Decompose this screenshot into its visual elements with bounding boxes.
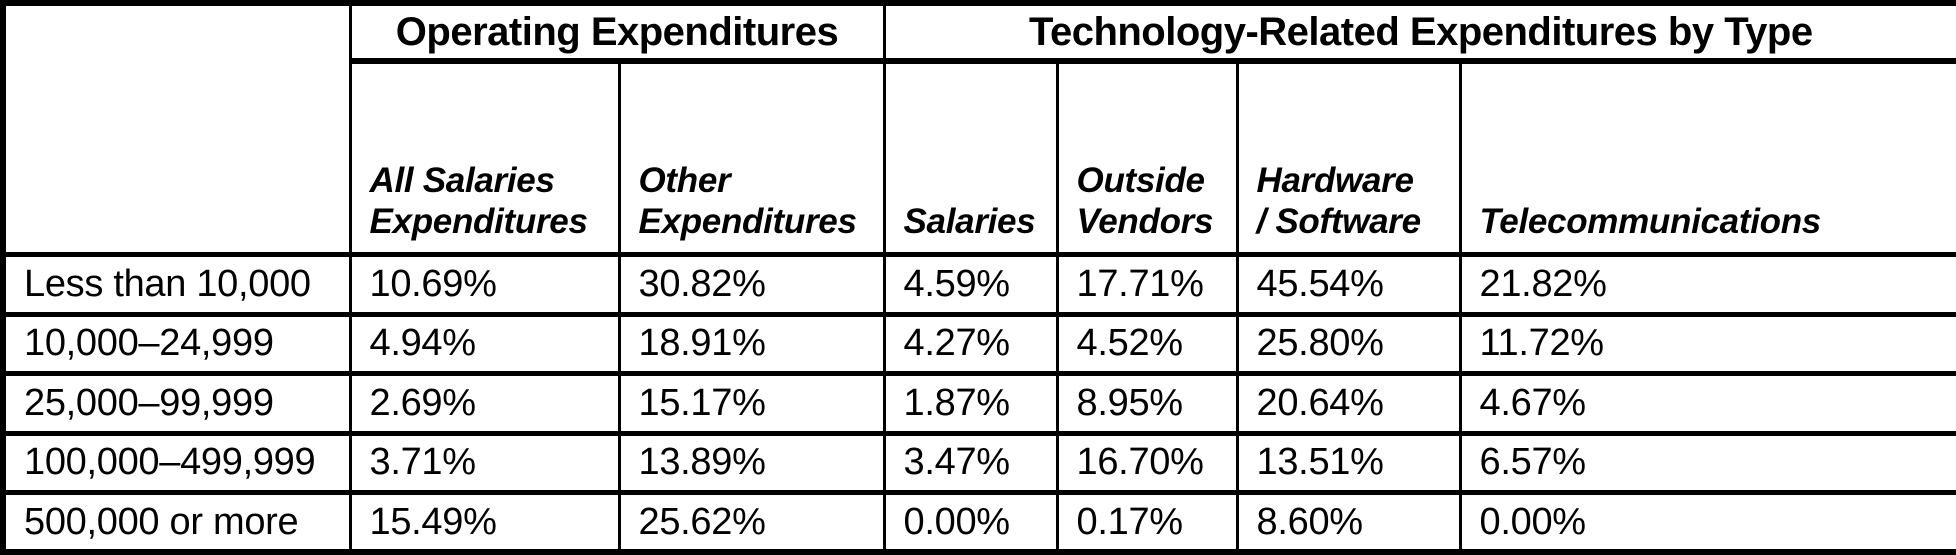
data-cell: 30.82%	[617, 252, 886, 317]
data-cell: 0.17%	[1055, 489, 1239, 555]
data-cell: 16.70%	[1055, 430, 1239, 496]
data-cell: 8.95%	[1055, 371, 1239, 436]
corner-cell	[1, 0, 352, 258]
data-cell: 6.57%	[1458, 430, 1956, 496]
data-cell: 20.64%	[1235, 371, 1462, 436]
column-header-telecommunications: Telecommunications	[1458, 58, 1956, 258]
data-cell: 11.72%	[1458, 311, 1956, 377]
table-row: 25,000–99,999 2.69% 15.17% 1.87% 8.95% 2…	[1, 371, 1956, 436]
data-cell: 4.94%	[348, 311, 621, 377]
data-cell: 10.69%	[348, 252, 621, 317]
column-header-all-salaries-expenditures: All Salaries Expenditures	[348, 58, 621, 258]
row-label: 100,000–499,999	[1, 430, 352, 496]
data-cell: 3.71%	[348, 430, 621, 496]
data-cell: 13.89%	[617, 430, 886, 496]
data-cell: 3.47%	[882, 430, 1059, 496]
group-header-operating-expenditures: Operating Expenditures	[348, 0, 886, 65]
data-cell: 4.27%	[882, 311, 1059, 377]
data-cell: 15.49%	[348, 489, 621, 555]
table-row: 10,000–24,999 4.94% 18.91% 4.27% 4.52% 2…	[1, 311, 1956, 377]
data-cell: 1.87%	[882, 371, 1059, 436]
data-cell: 45.54%	[1235, 252, 1462, 317]
row-label: 500,000 or more	[1, 489, 352, 555]
data-cell: 18.91%	[617, 311, 886, 377]
data-cell: 4.67%	[1458, 371, 1956, 436]
column-header-salaries: Salaries	[882, 58, 1059, 258]
data-cell: 21.82%	[1458, 252, 1956, 317]
data-cell: 0.00%	[882, 489, 1059, 555]
column-header-row: All Salaries Expenditures Other Expendit…	[3, 58, 1956, 258]
column-header-other-expenditures: Other Expenditures	[617, 58, 886, 258]
row-label: Less than 10,000	[1, 252, 352, 317]
data-cell: 2.69%	[348, 371, 621, 436]
group-header-technology-related: Technology-Related Expenditures by Type	[882, 0, 1956, 65]
table-row: Less than 10,000 10.69% 30.82% 4.59% 17.…	[1, 252, 1956, 317]
row-label: 25,000–99,999	[1, 371, 352, 436]
column-header-outside-vendors: Outside Vendors	[1055, 58, 1239, 258]
data-cell: 17.71%	[1055, 252, 1239, 317]
column-header-hardware-software: Hardware / Software	[1235, 58, 1462, 258]
data-cell: 0.00%	[1458, 489, 1956, 555]
group-header-row: Operating Expenditures Technology-Relate…	[1, 0, 1956, 258]
data-cell: 4.52%	[1055, 311, 1239, 377]
table-row: 100,000–499,999 3.71% 13.89% 3.47% 16.70…	[1, 430, 1956, 496]
table-row: 500,000 or more 15.49% 25.62% 0.00% 0.17…	[1, 489, 1956, 555]
data-cell: 25.62%	[617, 489, 886, 555]
row-label: 10,000–24,999	[1, 311, 352, 377]
data-cell: 4.59%	[882, 252, 1059, 317]
data-cell: 13.51%	[1235, 430, 1462, 496]
data-cell: 15.17%	[617, 371, 886, 436]
data-cell: 25.80%	[1235, 311, 1462, 377]
data-cell: 8.60%	[1235, 489, 1462, 555]
